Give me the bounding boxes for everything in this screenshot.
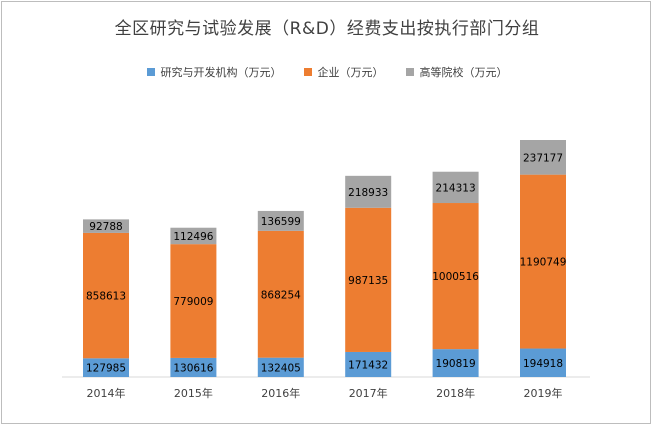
data-label-enterprises-4: 987135 [348, 275, 388, 287]
bar-research-institutes-6 [520, 348, 566, 377]
data-label-universities-2: 112496 [173, 231, 213, 243]
data-label-universities-4: 218933 [348, 187, 388, 199]
legend: 研究与开发机构（万元） 企业（万元） 高等院校（万元） [0, 64, 654, 80]
chart-title: 全区研究与试验发展（R&D）经费支出按执行部门分组 [114, 19, 540, 39]
bar-research-institutes-1 [83, 358, 129, 377]
data-label-enterprises-5: 1000516 [432, 271, 479, 283]
data-label-research-institutes-5: 190819 [436, 358, 476, 370]
bar-enterprises-1 [83, 232, 129, 359]
legend-item-universities: 高等院校（万元） [405, 64, 508, 80]
legend-label-enterprises: 企业（万元） [317, 66, 384, 79]
data-label-enterprises-6: 1190749 [520, 257, 567, 269]
x-tick-label-2: 2015年 [174, 386, 213, 400]
data-label-universities-5: 214313 [436, 182, 476, 194]
legend-label-universities: 高等院校（万元） [419, 66, 508, 79]
bar-research-institutes-3 [257, 357, 304, 377]
legend-item-enterprises: 企业（万元） [303, 64, 384, 80]
bar-universities-3 [257, 210, 304, 231]
data-label-research-institutes-6: 194918 [523, 358, 563, 370]
data-label-research-institutes-3: 132405 [261, 362, 301, 374]
bar-enterprises-3 [257, 230, 304, 358]
data-label-universities-1: 92788 [89, 221, 122, 233]
bar-universities-2 [170, 227, 217, 245]
x-tick-label-6: 2019年 [524, 386, 563, 400]
bar-enterprises-6 [520, 174, 566, 349]
data-label-research-institutes-2: 130616 [173, 362, 213, 374]
data-label-enterprises-2: 779009 [173, 296, 213, 308]
bar-universities-5 [432, 171, 479, 204]
legend-swatch-universities [405, 68, 414, 76]
data-label-research-institutes-4: 171432 [348, 359, 388, 371]
data-label-universities-3: 136599 [261, 216, 301, 228]
bar-universities-4 [345, 175, 392, 208]
bar-enterprises-2 [170, 244, 217, 358]
data-label-research-institutes-1: 127985 [86, 363, 126, 375]
legend-item-research-institutes: 研究与开发机构（万元） [146, 64, 282, 80]
bar-research-institutes-4 [345, 351, 392, 377]
x-tick-label-1: 2014年 [87, 386, 126, 400]
legend-swatch-research-institutes [146, 68, 155, 76]
data-label-enterprises-3: 868254 [261, 289, 301, 301]
bar-universities-1 [83, 219, 129, 233]
bar-universities-6 [520, 140, 566, 175]
bar-enterprises-4 [345, 207, 392, 352]
legend-swatch-enterprises [303, 68, 312, 76]
bar-research-institutes-2 [170, 357, 217, 377]
bar-research-institutes-5 [432, 349, 479, 377]
x-tick-label-4: 2017年 [349, 386, 388, 400]
data-label-enterprises-1: 858613 [86, 291, 126, 303]
x-tick-label-5: 2018年 [436, 386, 475, 400]
bar-enterprises-5 [432, 203, 479, 350]
x-tick-label-3: 2016年 [261, 386, 300, 400]
data-label-universities-6: 237177 [523, 152, 563, 164]
legend-label-research-institutes: 研究与开发机构（万元） [160, 66, 282, 79]
